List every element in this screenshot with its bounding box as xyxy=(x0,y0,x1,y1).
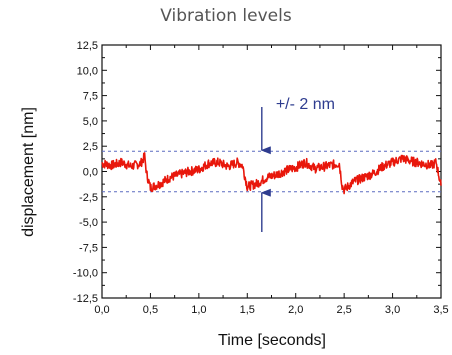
x-tick-label: 1,5 xyxy=(240,304,255,316)
y-tick-label: -7,5 xyxy=(79,242,98,254)
y-tick-label: -2,5 xyxy=(79,192,98,204)
y-tick-label: 2,5 xyxy=(83,141,98,153)
y-tick-label: -10,0 xyxy=(73,268,98,280)
y-tick-label: -5,0 xyxy=(79,217,98,229)
y-axis-label: displacement [nm] xyxy=(20,107,37,237)
x-tick-label: 2,5 xyxy=(336,304,351,316)
y-tick-label: 7,5 xyxy=(83,91,98,103)
x-tick-label: 1,0 xyxy=(191,304,206,316)
x-tick-label: 3,5 xyxy=(433,304,448,316)
annotation-text: +/- 2 nm xyxy=(276,96,335,113)
y-tick-label: 12,5 xyxy=(77,40,98,52)
y-tick-label: -12,5 xyxy=(73,293,98,305)
x-tick-label: 0,5 xyxy=(143,304,158,316)
x-tick-label: 3,0 xyxy=(385,304,400,316)
x-axis-label: Time [seconds] xyxy=(218,332,326,349)
y-tick-label: 0,0 xyxy=(83,167,98,179)
x-tick-label: 0,0 xyxy=(94,304,109,316)
signal-line xyxy=(101,152,442,195)
x-tick-label: 2,0 xyxy=(288,304,303,316)
plot-frame xyxy=(101,44,442,299)
chart-title: Vibration levels xyxy=(160,6,292,26)
y-tick-label: 10,0 xyxy=(77,65,98,77)
y-tick-label: 5,0 xyxy=(83,116,98,128)
